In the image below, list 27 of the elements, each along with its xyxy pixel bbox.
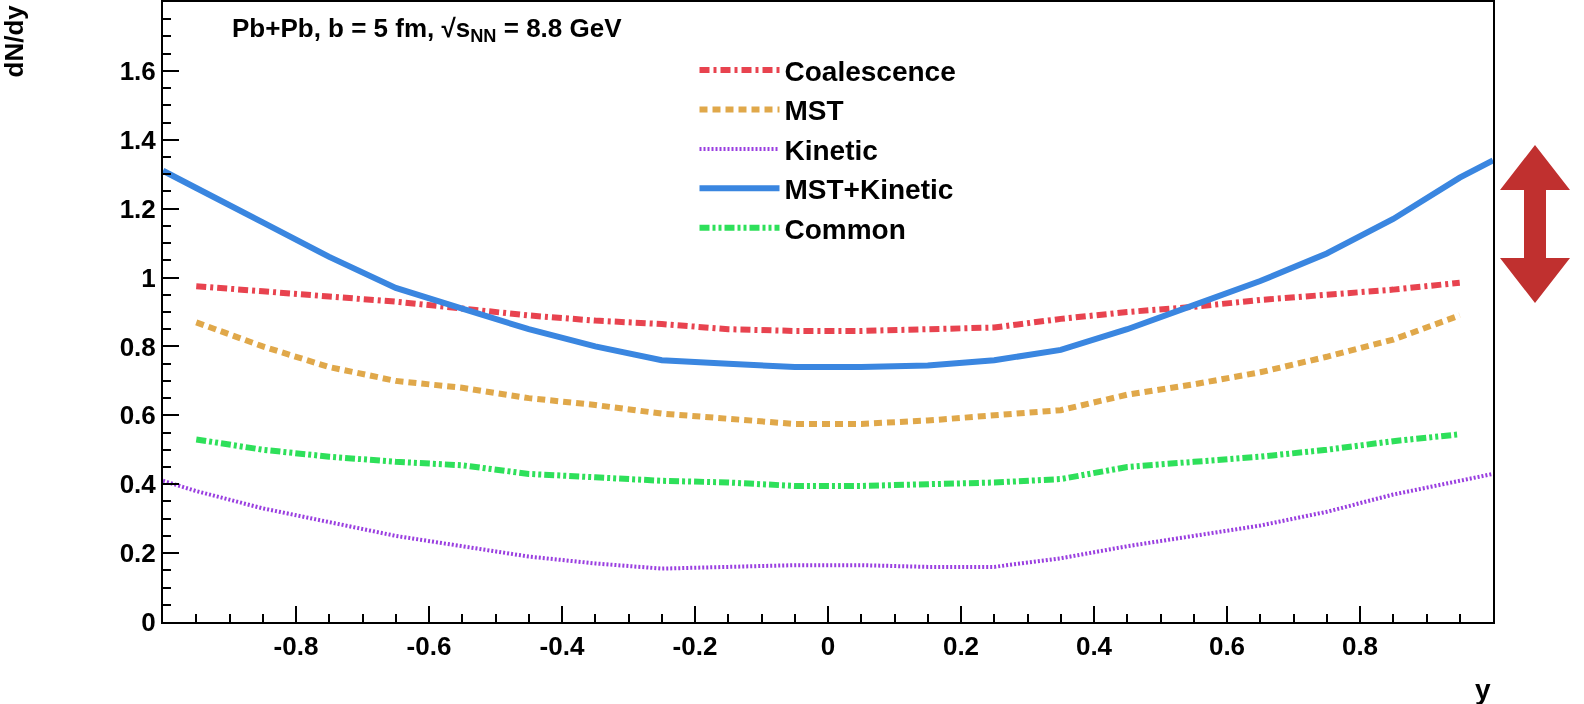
line-series	[163, 471, 1493, 571]
x-tick-label: 0.2	[942, 631, 980, 662]
y-tick-label: 1.6	[119, 55, 156, 86]
y-tick-label: 0	[141, 607, 156, 638]
y-tick-label: 0.6	[119, 400, 156, 431]
x-tick-label: -0.6	[406, 631, 452, 662]
legend-label: MST	[784, 95, 844, 127]
y-axis-title: dN/dy	[0, 4, 29, 78]
legend-label: MST+Kinetic	[784, 174, 954, 206]
text: Pb+Pb, b = 5 fm, √s$_{NN}$ = 8.8 GeV	[232, 13, 623, 47]
legend-label: Coalescence	[784, 56, 956, 88]
x-tick-label: 0.8	[1341, 631, 1379, 662]
x-tick-label: 0	[820, 631, 836, 662]
x-tick-label: 0.4	[1075, 631, 1113, 662]
y-tick-label: 1.2	[119, 193, 156, 224]
y-tick-label: 0.8	[119, 331, 156, 362]
x-tick-label: -0.4	[539, 631, 585, 662]
y-tick-label: 0.2	[119, 538, 156, 569]
y-tick-label: 0.4	[119, 469, 157, 500]
x-tick-label: 0.6	[1208, 631, 1246, 662]
y-tick-label: 1	[141, 262, 156, 293]
x-tick-label: -0.8	[273, 631, 319, 662]
x-tick-label: -0.2	[672, 631, 718, 662]
legend-label: Kinetic	[784, 134, 878, 166]
x-axis-title: y	[1475, 674, 1491, 704]
legend-label: Common	[784, 213, 906, 245]
y-tick-label: 1.4	[119, 124, 157, 155]
